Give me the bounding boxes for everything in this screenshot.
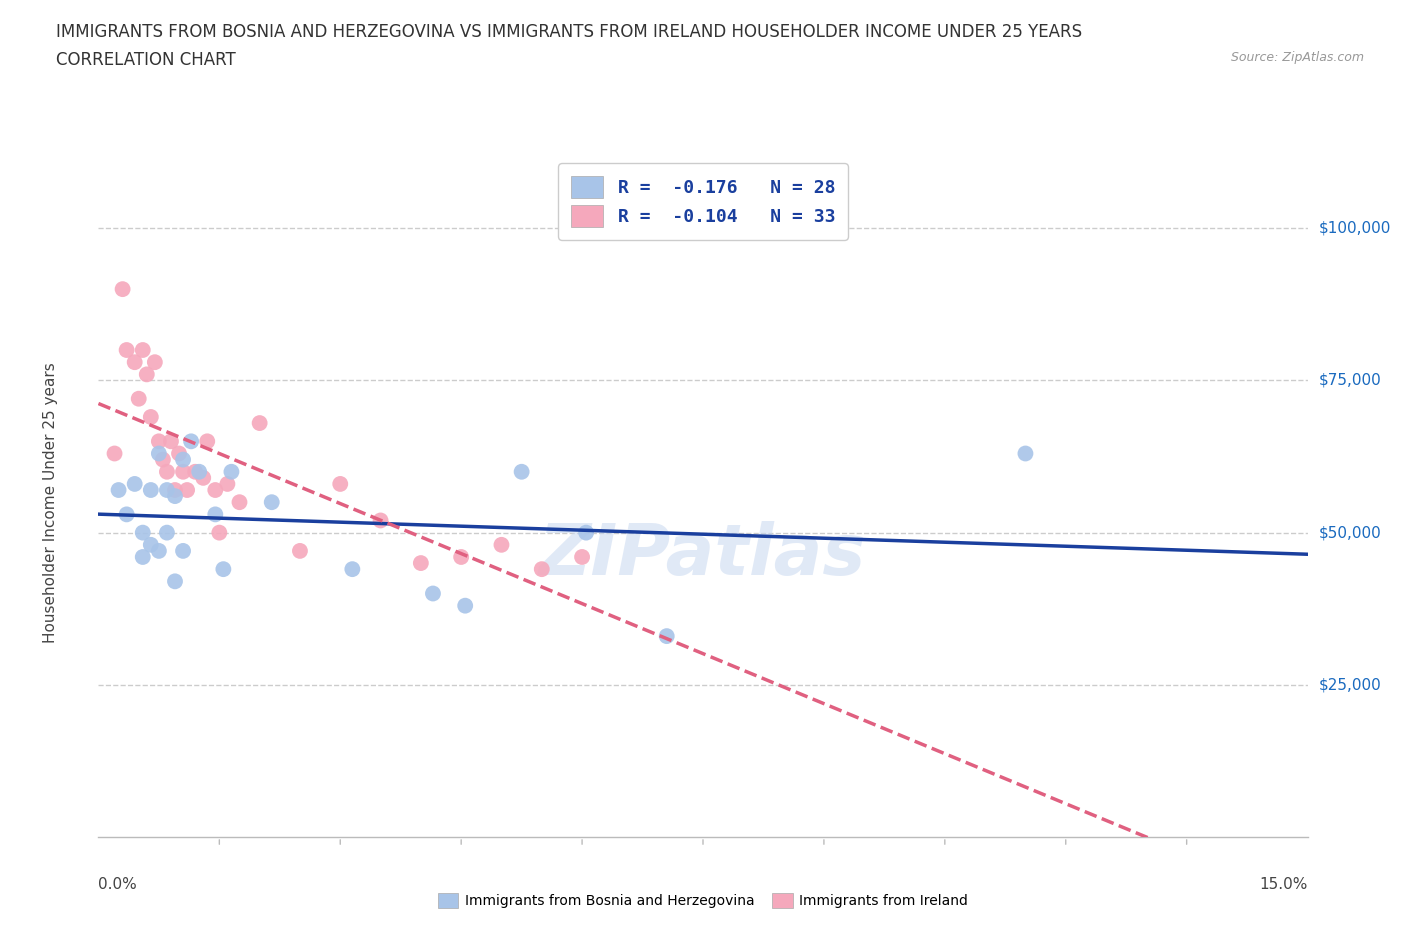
Point [575,525,598,540]
Point [228,495,250,510]
Point [454,598,477,613]
Point [132,342,155,357]
Text: 15.0%: 15.0% [1260,877,1308,892]
Point [249,416,271,431]
Text: CORRELATION CHART: CORRELATION CHART [56,51,236,69]
Point [103,446,125,461]
Point [115,342,138,357]
Point [193,471,215,485]
Point [167,446,190,461]
Text: ZIPatlas: ZIPatlas [540,522,866,591]
Point [208,525,231,540]
Point [128,392,150,406]
Point [163,488,186,503]
Point [260,495,283,510]
Point [491,538,513,552]
Point [204,507,226,522]
Text: Source: ZipAtlas.com: Source: ZipAtlas.com [1230,51,1364,64]
Point [180,434,202,449]
Point [132,525,155,540]
Point [152,452,174,467]
Point [217,476,239,491]
Point [107,483,129,498]
Point [370,513,392,528]
Point [135,367,157,382]
Point [143,354,166,369]
Text: $50,000: $50,000 [1319,525,1382,540]
Point [329,476,352,491]
Point [139,538,162,552]
Text: Householder Income Under 25 years: Householder Income Under 25 years [42,362,58,643]
Point [163,574,186,589]
Point [124,476,146,491]
Point [156,525,179,540]
Point [204,483,226,498]
Point [139,409,162,424]
Text: 0.0%: 0.0% [98,877,138,892]
Point [172,543,194,558]
Point [172,464,194,479]
Point [195,434,218,449]
Point [188,464,211,479]
Text: $100,000: $100,000 [1319,220,1391,236]
Legend: Immigrants from Bosnia and Herzegovina, Immigrants from Ireland: Immigrants from Bosnia and Herzegovina, … [432,888,974,914]
Point [176,483,198,498]
Point [139,483,162,498]
Point [510,464,533,479]
Point [288,543,311,558]
Point [156,464,179,479]
Point [184,464,207,479]
Point [148,434,170,449]
Legend: R =  -0.176   N = 28, R =  -0.104   N = 33: R = -0.176 N = 28, R = -0.104 N = 33 [558,163,848,240]
Point [1014,446,1036,461]
Point [172,452,194,467]
Text: IMMIGRANTS FROM BOSNIA AND HERZEGOVINA VS IMMIGRANTS FROM IRELAND HOUSEHOLDER IN: IMMIGRANTS FROM BOSNIA AND HERZEGOVINA V… [56,23,1083,41]
Point [450,550,472,565]
Point [132,550,155,565]
Point [156,483,179,498]
Point [115,507,138,522]
Point [160,434,183,449]
Text: $25,000: $25,000 [1319,677,1382,692]
Point [163,483,186,498]
Point [212,562,235,577]
Point [342,562,364,577]
Point [221,464,243,479]
Text: $75,000: $75,000 [1319,373,1382,388]
Point [124,354,146,369]
Point [530,562,553,577]
Point [655,629,678,644]
Point [148,543,170,558]
Point [148,446,170,461]
Point [409,555,432,570]
Point [111,282,134,297]
Point [422,586,444,601]
Point [571,550,593,565]
